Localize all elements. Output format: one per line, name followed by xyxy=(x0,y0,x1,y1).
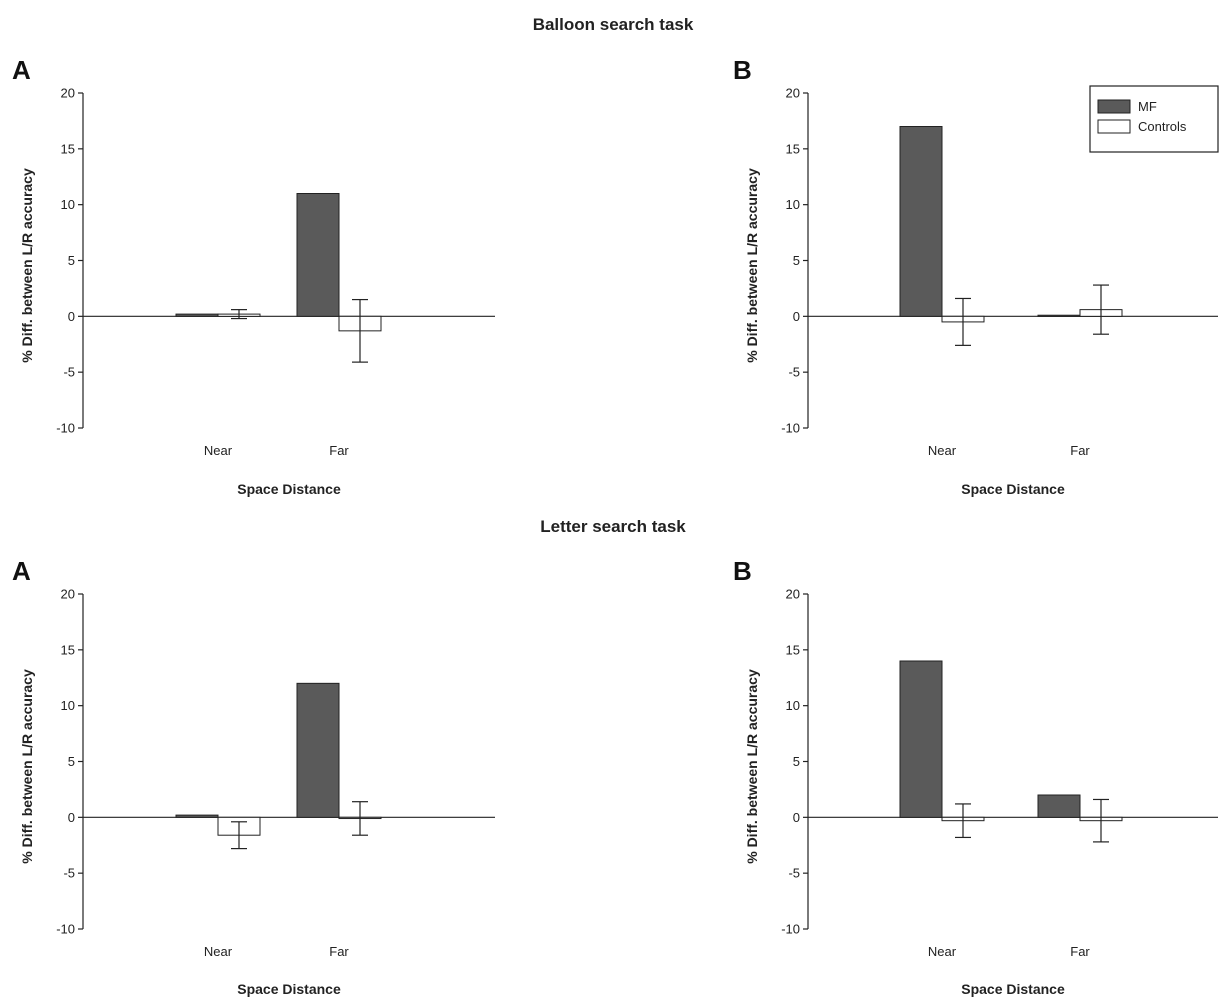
y-tick-label: 0 xyxy=(793,810,800,825)
y-tick-label: 0 xyxy=(68,810,75,825)
y-axis-label: % Diff. between L/R accuracy xyxy=(744,669,760,864)
y-tick-label: 0 xyxy=(793,309,800,324)
bar-mf-near xyxy=(175,313,219,317)
legend-label-controls: Controls xyxy=(1138,119,1187,134)
y-axis-label: % Diff. between L/R accuracy xyxy=(744,168,760,363)
y-tick-label: 20 xyxy=(61,587,75,602)
y-axis-label: % Diff. between L/R accuracy xyxy=(19,669,35,864)
chart-panel-4: B -10 -5 0 5 10 15 20 % Diff. between L/R accura… xyxy=(733,556,1218,997)
y-tick-label: 5 xyxy=(793,253,800,268)
y-tick-label: 15 xyxy=(786,141,800,156)
legend-label-mf: MF xyxy=(1138,99,1157,114)
chart-panel-1: A -10 -5 0 5 10 15 20 % Diff. between L/R accura… xyxy=(12,55,495,497)
y-tick-label: 20 xyxy=(61,86,75,101)
bar-mf-far xyxy=(296,682,340,818)
panel-letter: A xyxy=(12,556,31,586)
y-tick-label: 15 xyxy=(786,642,800,657)
x-axis-label: Space Distance xyxy=(237,981,341,997)
panel-letter: B xyxy=(733,556,752,586)
y-tick-label: 20 xyxy=(786,587,800,602)
x-tick-label: Near xyxy=(204,944,233,959)
y-tick-label: -10 xyxy=(781,421,800,436)
x-tick-label: Far xyxy=(329,944,349,959)
section-title-letter: Letter search task xyxy=(540,517,686,536)
y-tick-label: 15 xyxy=(61,141,75,156)
bar-mf-far xyxy=(1037,794,1081,818)
legend-swatch-controls xyxy=(1097,119,1131,134)
x-axis-label: Space Distance xyxy=(961,481,1065,497)
y-tick-label: -5 xyxy=(63,365,75,380)
x-axis-label: Space Distance xyxy=(961,981,1065,997)
y-tick-label: 10 xyxy=(786,698,800,713)
y-axis-label: % Diff. between L/R accuracy xyxy=(19,168,35,363)
bar-mf-far xyxy=(1037,314,1081,317)
panels: A -10 -5 0 5 10 15 20 % Diff. between L/R accura… xyxy=(12,55,1218,997)
bar-mf-far xyxy=(296,193,340,317)
x-axis-label: Space Distance xyxy=(237,481,341,497)
legend: MF Controls xyxy=(1089,85,1219,153)
y-tick-label: 10 xyxy=(61,698,75,713)
y-tick-label: -5 xyxy=(63,866,75,881)
y-tick-label: -10 xyxy=(781,922,800,937)
y-tick-label: 5 xyxy=(68,754,75,769)
x-tick-label: Far xyxy=(329,443,349,458)
x-tick-label: Near xyxy=(204,443,233,458)
y-tick-label: -10 xyxy=(56,421,75,436)
bar-mf-near xyxy=(175,814,219,818)
y-tick-label: 0 xyxy=(68,309,75,324)
section-title-balloon: Balloon search task xyxy=(533,15,694,34)
y-tick-label: -5 xyxy=(788,866,800,881)
y-tick-label: -10 xyxy=(56,922,75,937)
chart-panel-3: A -10 -5 0 5 10 15 20 % Diff. between L/R accura… xyxy=(12,556,495,997)
y-tick-label: -5 xyxy=(788,365,800,380)
bar-mf-near xyxy=(899,126,943,317)
panel-letter: B xyxy=(733,55,752,85)
y-tick-label: 5 xyxy=(68,253,75,268)
y-tick-label: 10 xyxy=(61,197,75,212)
x-tick-label: Near xyxy=(928,944,957,959)
legend-swatch-mf xyxy=(1097,99,1131,114)
y-tick-label: 10 xyxy=(786,197,800,212)
x-tick-label: Far xyxy=(1070,443,1090,458)
y-tick-label: 15 xyxy=(61,642,75,657)
y-tick-label: 5 xyxy=(793,754,800,769)
x-tick-label: Far xyxy=(1070,944,1090,959)
x-tick-label: Near xyxy=(928,443,957,458)
chart-panel-2: B -10 -5 0 5 10 15 20 % Diff. between L/R accura… xyxy=(733,55,1218,497)
y-tick-label: 20 xyxy=(786,86,800,101)
legend-box xyxy=(1089,85,1219,153)
bar-mf-near xyxy=(899,660,943,818)
panel-letter: A xyxy=(12,55,31,85)
